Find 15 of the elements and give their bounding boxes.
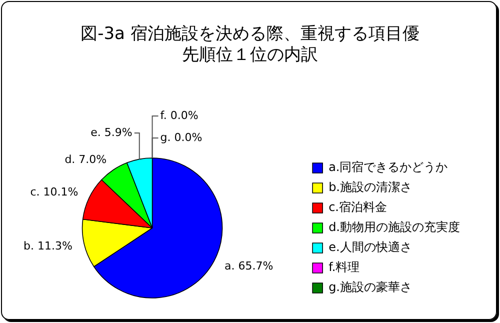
legend-label: e.人間の快適さ — [328, 240, 412, 254]
legend-label: g.施設の豪華さ — [328, 280, 412, 294]
legend-label: f.料理 — [328, 260, 360, 274]
data-label: c. 10.1% — [30, 186, 78, 199]
data-label: a. 65.7% — [224, 260, 274, 273]
legend-label: d.動物用の施設の充実度 — [328, 220, 460, 234]
data-label: e. 5.9% — [90, 126, 132, 139]
legend-label: b.施設の清潔さ — [328, 180, 412, 194]
chart-title: 図-3a 宿泊施設を決める際、重視する項目優先順位１位の内訳 — [80, 24, 420, 66]
legend-label: a.同宿できるかどうか — [328, 160, 448, 174]
legend-label: c.宿泊料金 — [328, 200, 387, 214]
data-label: d. 7.0% — [64, 152, 107, 166]
text: f. 0.0% — [160, 108, 198, 122]
data-label: b. 11.3% — [24, 240, 72, 252]
text: g. 0.0% — [160, 130, 202, 144]
